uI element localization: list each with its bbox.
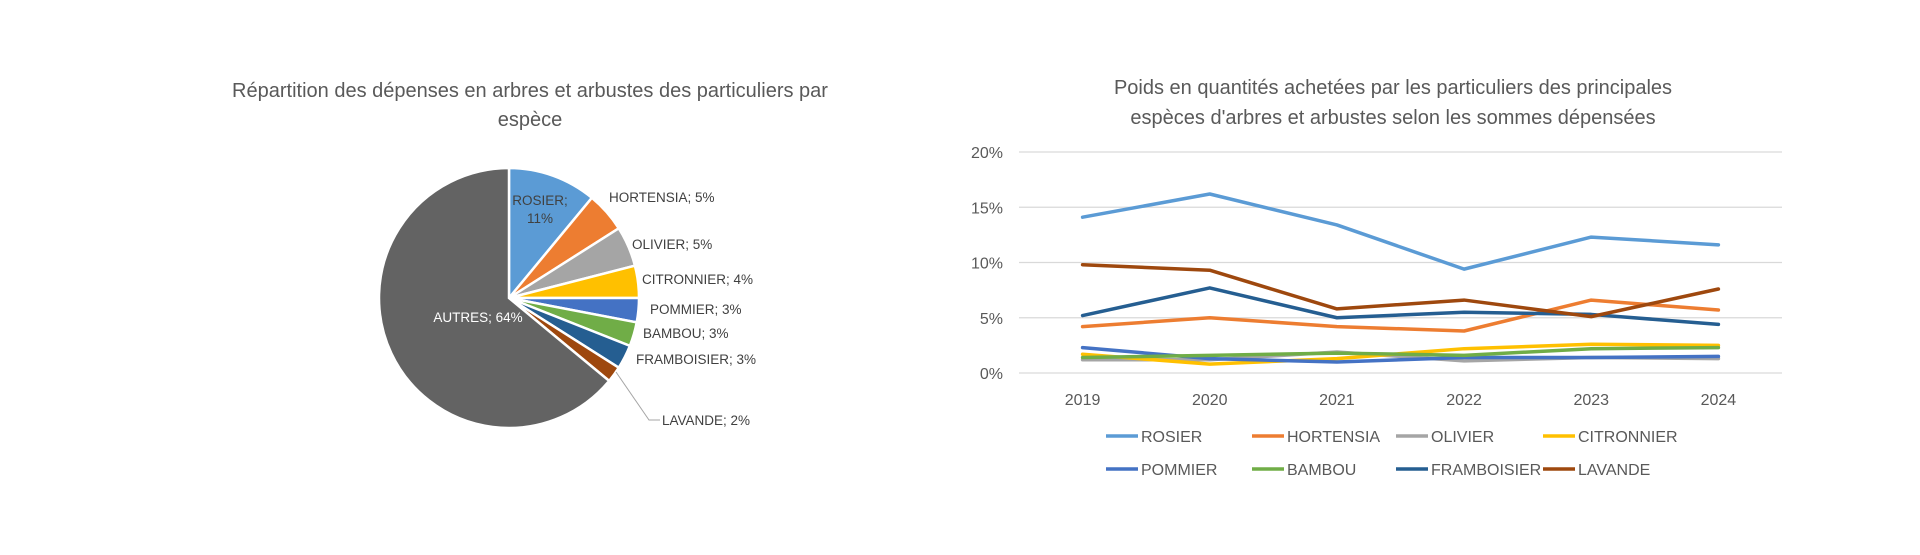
pie-label-lavande: LAVANDE; 2%: [662, 413, 750, 428]
pie-chart: Répartition des dépenses en arbres et ar…: [232, 80, 828, 430]
y-tick-label: 20%: [971, 145, 1003, 162]
pie-label-olivier: OLIVIER; 5%: [632, 237, 712, 252]
pie-slice-rosier: [507, 166, 594, 302]
pie-slice-autres: [377, 166, 611, 430]
pie-title-line-2: espèce: [498, 109, 563, 131]
legend-label-framboisier: FRAMBOISIER: [1431, 462, 1541, 479]
series-line-rosier: [1080, 192, 1721, 271]
x-tick-label: 2024: [1701, 392, 1737, 409]
pie-label-rosier-name: ROSIER;: [512, 193, 568, 208]
legend-label-hortensia: HORTENSIA: [1287, 429, 1380, 446]
legend-label-rosier: ROSIER: [1141, 429, 1202, 446]
pie-title-line-1: Répartition des dépenses en arbres et ar…: [232, 80, 828, 102]
y-tick-label: 0%: [980, 366, 1003, 383]
line-title-line-2: espèces d'arbres et arbustes selon les s…: [1130, 107, 1655, 129]
lavande-leader-line: [615, 371, 660, 421]
legend-label-citronnier: CITRONNIER: [1578, 429, 1678, 446]
legend-label-bambou: BAMBOU: [1287, 462, 1356, 479]
series-line-lavande: [1080, 262, 1721, 319]
pie-label-pommier: POMMIER; 3%: [650, 302, 742, 317]
x-tick-label: 2019: [1065, 392, 1101, 409]
pie-label-autres: AUTRES; 64%: [433, 310, 522, 325]
y-tick-label: 15%: [971, 200, 1003, 217]
pie-label-rosier-value: 11%: [527, 211, 553, 226]
x-tick-label: 2020: [1192, 392, 1228, 409]
x-tick-label: 2022: [1446, 392, 1482, 409]
pie-label-bambou: BAMBOU; 3%: [643, 326, 729, 341]
y-tick-label: 10%: [971, 256, 1003, 273]
legend-label-lavande: LAVANDE: [1578, 462, 1650, 479]
line-chart: Poids en quantités achetées par les part…: [971, 77, 1782, 479]
pie-label-framboisier: FRAMBOISIER; 3%: [636, 352, 756, 367]
pie-label-citronnier: CITRONNIER; 4%: [642, 272, 753, 287]
series-line-framboisier: [1080, 286, 1721, 327]
y-tick-label: 5%: [980, 311, 1003, 328]
x-tick-label: 2023: [1573, 392, 1609, 409]
series-line-hortensia: [1080, 298, 1721, 333]
legend-label-pommier: POMMIER: [1141, 462, 1217, 479]
x-tick-label: 2021: [1319, 392, 1355, 409]
legend-label-olivier: OLIVIER: [1431, 429, 1494, 446]
series-line-bambou: [1080, 345, 1721, 360]
line-title-line-1: Poids en quantités achetées par les part…: [1114, 77, 1672, 99]
pie-label-hortensia: HORTENSIA; 5%: [609, 190, 715, 205]
